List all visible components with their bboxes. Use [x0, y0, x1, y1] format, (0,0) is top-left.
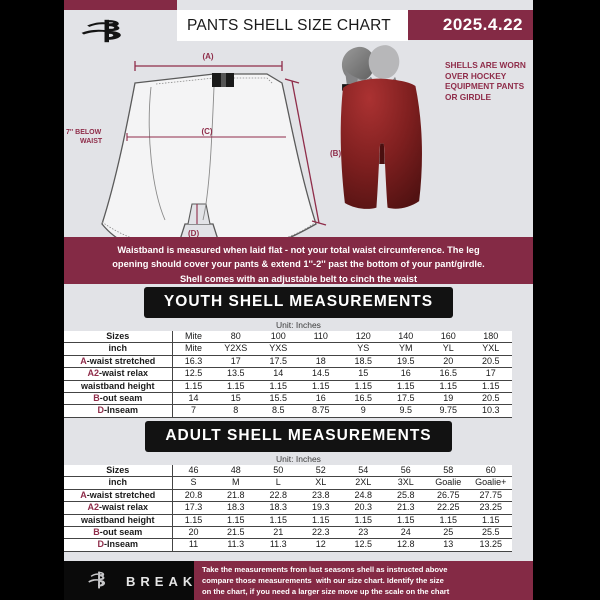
- svg-text:(C): (C): [201, 127, 212, 136]
- svg-text:(A): (A): [202, 52, 213, 61]
- svg-text:WAIST: WAIST: [80, 138, 103, 145]
- svg-text:7'' BELOW: 7'' BELOW: [66, 129, 102, 136]
